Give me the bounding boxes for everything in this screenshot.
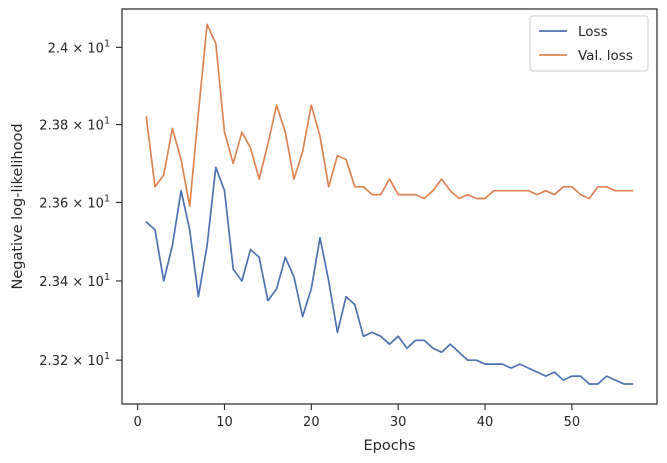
legend: Loss Val. loss <box>529 15 649 72</box>
x-axis: 0 10 20 30 40 50 <box>133 404 580 430</box>
series-line-val-loss <box>145 23 634 208</box>
y-tick-label: 2.38 × 101 <box>39 116 110 134</box>
series-line-loss <box>145 166 634 385</box>
x-tick-label: 40 <box>477 415 494 430</box>
y-axis: 2.32 × 101 2.34 × 101 2.36 × 101 2.38 × 101… <box>39 38 122 369</box>
x-tick-label: 50 <box>564 415 581 430</box>
x-axis-label: Epochs <box>364 438 416 454</box>
y-tick-label: 2.36 × 101 <box>39 193 110 211</box>
x-tick-label: 10 <box>216 415 233 430</box>
x-tick-label: 20 <box>303 415 320 430</box>
legend-box <box>529 15 649 72</box>
x-tick-label: 0 <box>133 415 141 430</box>
y-tick-label: 2.32 × 101 <box>39 351 110 369</box>
y-tick-label: 2.4 × 101 <box>48 38 110 56</box>
plot-frame <box>121 8 658 405</box>
y-tick-label: 2.34 × 101 <box>39 272 110 290</box>
x-tick-label: 30 <box>390 415 407 430</box>
y-axis-label: Negative log-likelihood <box>10 123 26 289</box>
legend-label-loss: Loss <box>578 24 608 40</box>
legend-label-val-loss: Val. loss <box>578 48 633 64</box>
series-layer <box>145 23 634 385</box>
